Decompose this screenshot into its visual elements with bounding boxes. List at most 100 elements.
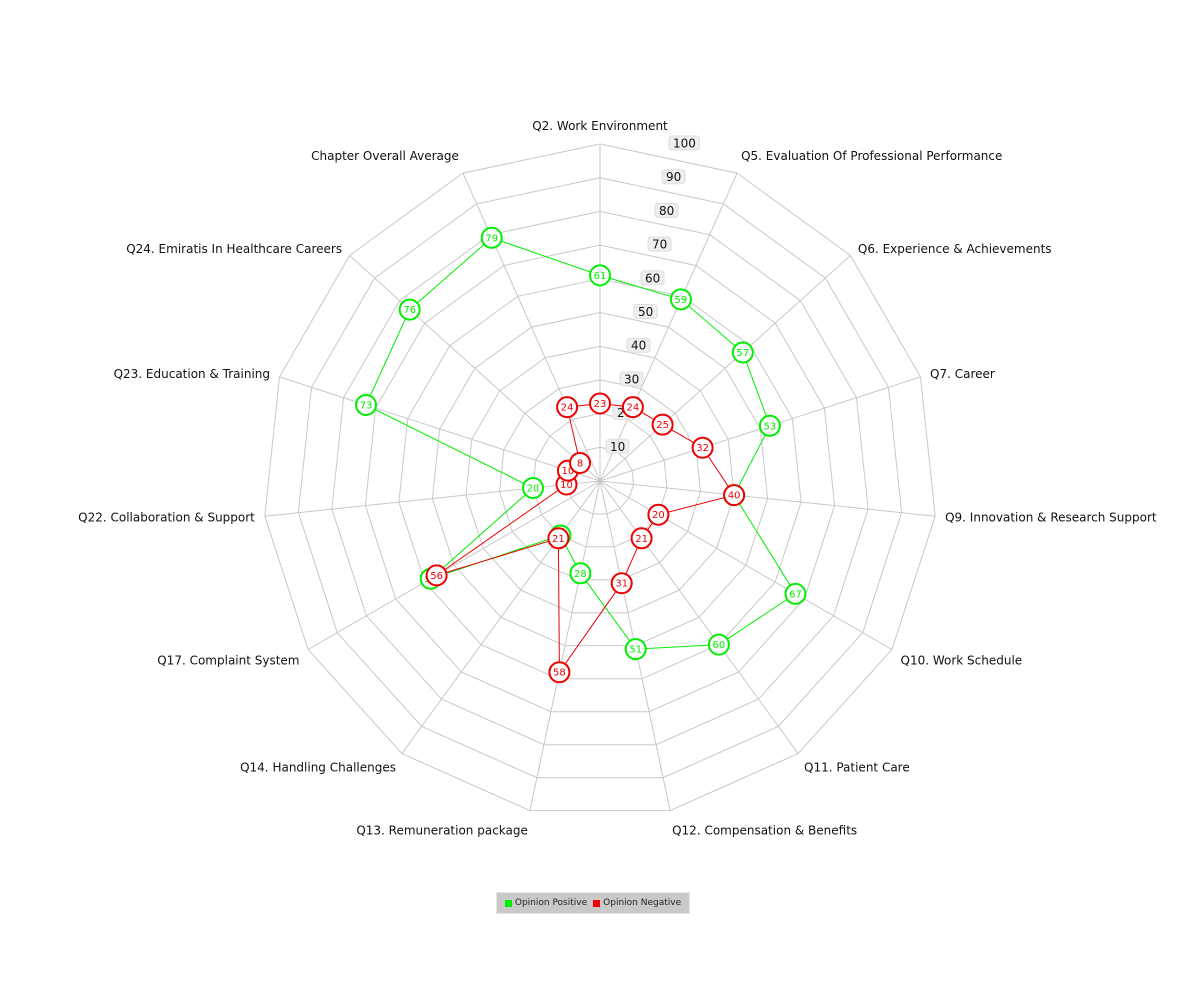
tick-label-10: 10: [610, 440, 625, 454]
grid-ring-100: [264, 143, 936, 812]
data-label-opinion-positive-q2-work-environment: 61: [594, 271, 607, 282]
spoke-q22-collaboration-support: [264, 480, 601, 517]
spoke-q14-handling-challenges: [401, 480, 601, 754]
tick-70: 70: [647, 236, 672, 252]
data-point-opinion-negative-q24-emiratis-in-healthcare-careers[interactable]: [569, 452, 591, 474]
tick-bg-50: [633, 304, 658, 319]
data-point-opinion-negative-q17-complaint-system[interactable]: [425, 564, 448, 587]
axis-label-q12-compensation-benefits: Q12. Compensation & Benefits: [672, 823, 857, 837]
data-label-opinion-negative-q17-complaint-system: 56: [430, 571, 443, 582]
data-label-opinion-negative-q12-compensation-benefits: 31: [615, 579, 628, 590]
axis-label-q14-handling-challenges: Q14. Handling Challenges: [240, 761, 396, 775]
data-label-opinion-positive-chapter-overall-average: 79: [485, 233, 498, 244]
data-point-opinion-positive-q22-collaboration-support[interactable]: [522, 477, 544, 499]
data-point-opinion-negative-q12-compensation-benefits[interactable]: [610, 572, 633, 595]
data-label-opinion-negative-q7-career: 32: [696, 443, 709, 454]
legend-swatch-positive: [504, 899, 512, 907]
tick-80: 80: [654, 202, 679, 218]
data-point-opinion-negative-q6-experience-achievements[interactable]: [651, 413, 674, 436]
data-point-opinion-negative-q11-patient-care[interactable]: [630, 527, 653, 550]
tick-label-100: 100: [673, 137, 696, 151]
legend-swatch-negative: [593, 899, 601, 907]
axis-label-q17-complaint-system: Q17. Complaint System: [157, 654, 299, 668]
data-point-opinion-positive-q7-career[interactable]: [758, 414, 781, 437]
data-point-opinion-negative-q13-remuneration-package[interactable]: [548, 661, 571, 684]
data-point-opinion-positive-q10-work-schedule[interactable]: [784, 582, 807, 605]
tick-label-40: 40: [631, 339, 646, 353]
grid-ring-50: [431, 311, 769, 647]
data-label-opinion-positive-q22-collaboration-support: 20: [527, 484, 540, 495]
data-point-opinion-positive-q24-emiratis-in-healthcare-careers[interactable]: [398, 298, 421, 321]
data-point-opinion-positive-q5-evaluation-of-professional-performance[interactable]: [669, 288, 692, 311]
tick-bg-100: [668, 135, 700, 151]
data-point-opinion-positive-q12-compensation-benefits[interactable]: [624, 638, 647, 661]
data-point-opinion-negative-chapter-overall-average[interactable]: [556, 396, 579, 419]
axis-label-q6-experience-achievements: Q6. Experience & Achievements: [858, 242, 1052, 256]
data-point-opinion-positive-q13-remuneration-package[interactable]: [569, 562, 592, 585]
axis-label-q23-education-training: Q23. Education & Training: [114, 367, 270, 381]
data-point-opinion-negative-q2-work-environment[interactable]: [589, 392, 611, 415]
data-point-opinion-negative-q5-evaluation-of-professional-performance[interactable]: [621, 396, 644, 419]
tick-bg-10: [605, 438, 630, 454]
data-point-opinion-positive-chapter-overall-average[interactable]: [480, 226, 503, 249]
data-label-opinion-positive-q6-experience-achievements: 57: [736, 348, 749, 359]
data-label-opinion-positive-q11-patient-care: 60: [713, 640, 726, 651]
tick-label-70: 70: [652, 238, 667, 252]
data-point-opinion-positive-q11-patient-care[interactable]: [707, 633, 730, 656]
tick-bg-70: [647, 236, 672, 252]
data-point-opinion-negative-q14-handling-challenges[interactable]: [547, 527, 570, 550]
axis-label-q11-patient-care: Q11. Patient Care: [804, 761, 910, 775]
axis-label-q10-work-schedule: Q10. Work Schedule: [901, 654, 1023, 668]
data-label-opinion-negative-q24-emiratis-in-healthcare-careers: 8: [577, 459, 583, 470]
axis-label-q22-collaboration-support: Q22. Collaboration & Support: [78, 510, 255, 524]
legend-item-negative[interactable]: Opinion Negative: [593, 898, 681, 908]
series-opinion-positive: 615957534067605128205820737679: [355, 226, 807, 661]
data-label-opinion-positive-q12-compensation-benefits: 51: [629, 645, 642, 656]
tick-label-50: 50: [638, 305, 653, 319]
data-label-opinion-positive-q10-work-schedule: 67: [789, 589, 802, 600]
spoke-q23-education-training: [279, 376, 601, 482]
grid-ring-40: [465, 345, 735, 614]
data-label-opinion-negative-q10-work-schedule: 20: [652, 510, 665, 521]
axis-label-q5-evaluation-of-professional-performance: Q5. Evaluation Of Professional Performan…: [741, 149, 1002, 163]
grid-ring-20: [532, 413, 668, 548]
data-label-opinion-negative-q9-innovation-research-support: 40: [728, 491, 741, 502]
spoke-q10-work-schedule: [599, 480, 893, 650]
data-label-opinion-positive-q13-remuneration-package: 28: [574, 569, 587, 580]
tick-label-90: 90: [666, 170, 681, 184]
tick-bg-30: [619, 371, 644, 387]
data-point-opinion-negative-q9-innovation-research-support[interactable]: [723, 484, 746, 507]
data-label-opinion-positive-q23-education-training: 73: [360, 401, 373, 412]
data-label-opinion-negative-q23-education-training: 10: [562, 466, 575, 477]
data-point-opinion-negative-q10-work-schedule[interactable]: [647, 503, 670, 526]
spoke-q6-experience-achievements: [599, 255, 851, 482]
spoke-q13-remuneration-package: [529, 480, 601, 811]
tick-bg-90: [661, 169, 686, 185]
tick-10: 10: [605, 438, 630, 454]
data-point-opinion-positive-q2-work-environment[interactable]: [589, 264, 611, 287]
data-label-opinion-negative-q5-evaluation-of-professional-performance: 24: [627, 403, 640, 414]
grid-ring-70: [364, 244, 836, 713]
tick-label-60: 60: [645, 271, 660, 285]
data-point-opinion-positive-q6-experience-achievements[interactable]: [731, 341, 754, 364]
spoke-chapter-overall-average: [462, 172, 601, 482]
tick-label-30: 30: [624, 372, 639, 386]
axis-label-chapter-overall-average: Chapter Overall Average: [311, 149, 459, 163]
axis-label-q2-work-environment: Q2. Work Environment: [532, 119, 668, 133]
data-point-opinion-positive-q23-education-training[interactable]: [355, 394, 377, 416]
data-point-opinion-negative-q7-career[interactable]: [691, 436, 714, 459]
data-label-opinion-negative-q13-remuneration-package: 58: [553, 668, 566, 679]
legend-item-positive[interactable]: Opinion Positive: [504, 898, 587, 908]
tick-60: 60: [640, 270, 665, 286]
tick-bg-40: [626, 337, 651, 353]
data-label-opinion-negative-q6-experience-achievements: 25: [656, 420, 669, 431]
legend-label-negative: Opinion Negative: [603, 898, 682, 908]
tick-label-80: 80: [659, 204, 674, 218]
data-label-opinion-positive-q24-emiratis-in-healthcare-careers: 76: [403, 305, 416, 316]
data-label-opinion-negative-chapter-overall-average: 24: [561, 403, 574, 414]
tick-bg-80: [654, 202, 679, 218]
tick-30: 30: [619, 371, 644, 387]
